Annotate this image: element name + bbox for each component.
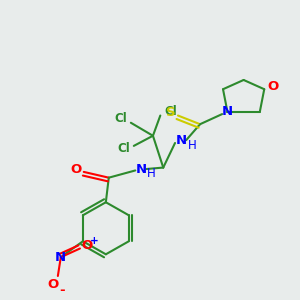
Text: -: -: [59, 284, 65, 297]
Text: H: H: [147, 167, 156, 180]
Text: O: O: [48, 278, 59, 291]
Text: O: O: [71, 163, 82, 176]
Text: S: S: [166, 106, 175, 119]
Text: N: N: [176, 134, 187, 147]
Text: N: N: [136, 163, 147, 176]
Text: H: H: [188, 140, 197, 152]
Text: N: N: [55, 251, 66, 264]
Text: Cl: Cl: [164, 105, 177, 118]
Text: Cl: Cl: [117, 142, 130, 155]
Text: O: O: [82, 239, 93, 252]
Text: O: O: [268, 80, 279, 93]
Text: N: N: [222, 105, 233, 118]
Text: +: +: [90, 236, 99, 246]
Text: Cl: Cl: [114, 112, 127, 125]
